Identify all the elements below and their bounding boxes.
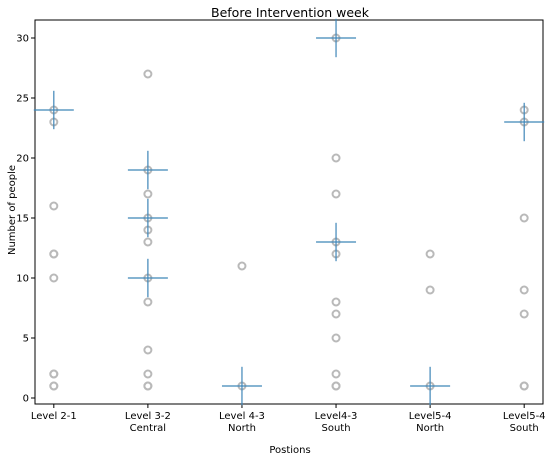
x-tick-label: Level 4-3 North — [219, 411, 265, 434]
y-tick-label: 15 — [16, 214, 29, 225]
data-point — [331, 333, 341, 343]
data-point — [143, 69, 153, 79]
data-point — [143, 189, 153, 199]
y-tick-label: 25 — [16, 94, 29, 105]
mean-marker — [127, 258, 168, 298]
data-point — [425, 285, 435, 295]
data-point — [49, 201, 59, 211]
x-tick-label: Level 3-2 Central — [125, 411, 171, 434]
data-point — [49, 369, 59, 379]
chart-title: Before Intervention week — [211, 5, 370, 20]
plot-area: 0 5 10 15 20 25 30 Level 2-1 Level 3-2 Central Lev… — [16, 18, 546, 434]
mean-marker — [316, 222, 357, 262]
mean-marker — [504, 102, 545, 142]
data-point — [143, 297, 153, 307]
mean-marker — [33, 90, 74, 130]
x-tick-label: Level4-3 South — [315, 411, 358, 434]
data-point — [49, 273, 59, 283]
mean-marker — [221, 366, 262, 406]
data-point — [49, 381, 59, 391]
plot-frame — [34, 19, 544, 405]
x-axis-label: Postions — [269, 445, 310, 456]
data-point — [331, 189, 341, 199]
y-tick-label: 20 — [16, 154, 29, 165]
y-tick-label: 0 — [23, 394, 29, 405]
data-point — [49, 249, 59, 259]
data-point — [143, 381, 153, 391]
data-point — [143, 345, 153, 355]
x-tick-label: Level 2-1 — [31, 411, 77, 422]
data-point — [331, 381, 341, 391]
y-tick-label: 30 — [16, 34, 29, 45]
x-tick-label: Level5-4 North — [409, 411, 452, 434]
y-axis-label: Number of people — [7, 165, 18, 255]
mean-marker — [127, 198, 168, 238]
mean-marker — [316, 18, 357, 58]
data-point — [519, 381, 529, 391]
data-point — [331, 309, 341, 319]
data-point — [519, 285, 529, 295]
y-tick-label: 10 — [16, 274, 29, 285]
data-point — [143, 237, 153, 247]
data-point — [237, 261, 247, 271]
data-point — [519, 213, 529, 223]
data-point — [143, 369, 153, 379]
y-tick-label: 5 — [23, 334, 29, 345]
data-point — [425, 249, 435, 259]
x-tick-label: Level5-4 South — [503, 411, 546, 434]
data-point — [331, 369, 341, 379]
data-point — [519, 309, 529, 319]
mean-marker — [127, 150, 168, 190]
data-point — [331, 153, 341, 163]
data-point — [331, 297, 341, 307]
mean-marker — [410, 366, 451, 406]
